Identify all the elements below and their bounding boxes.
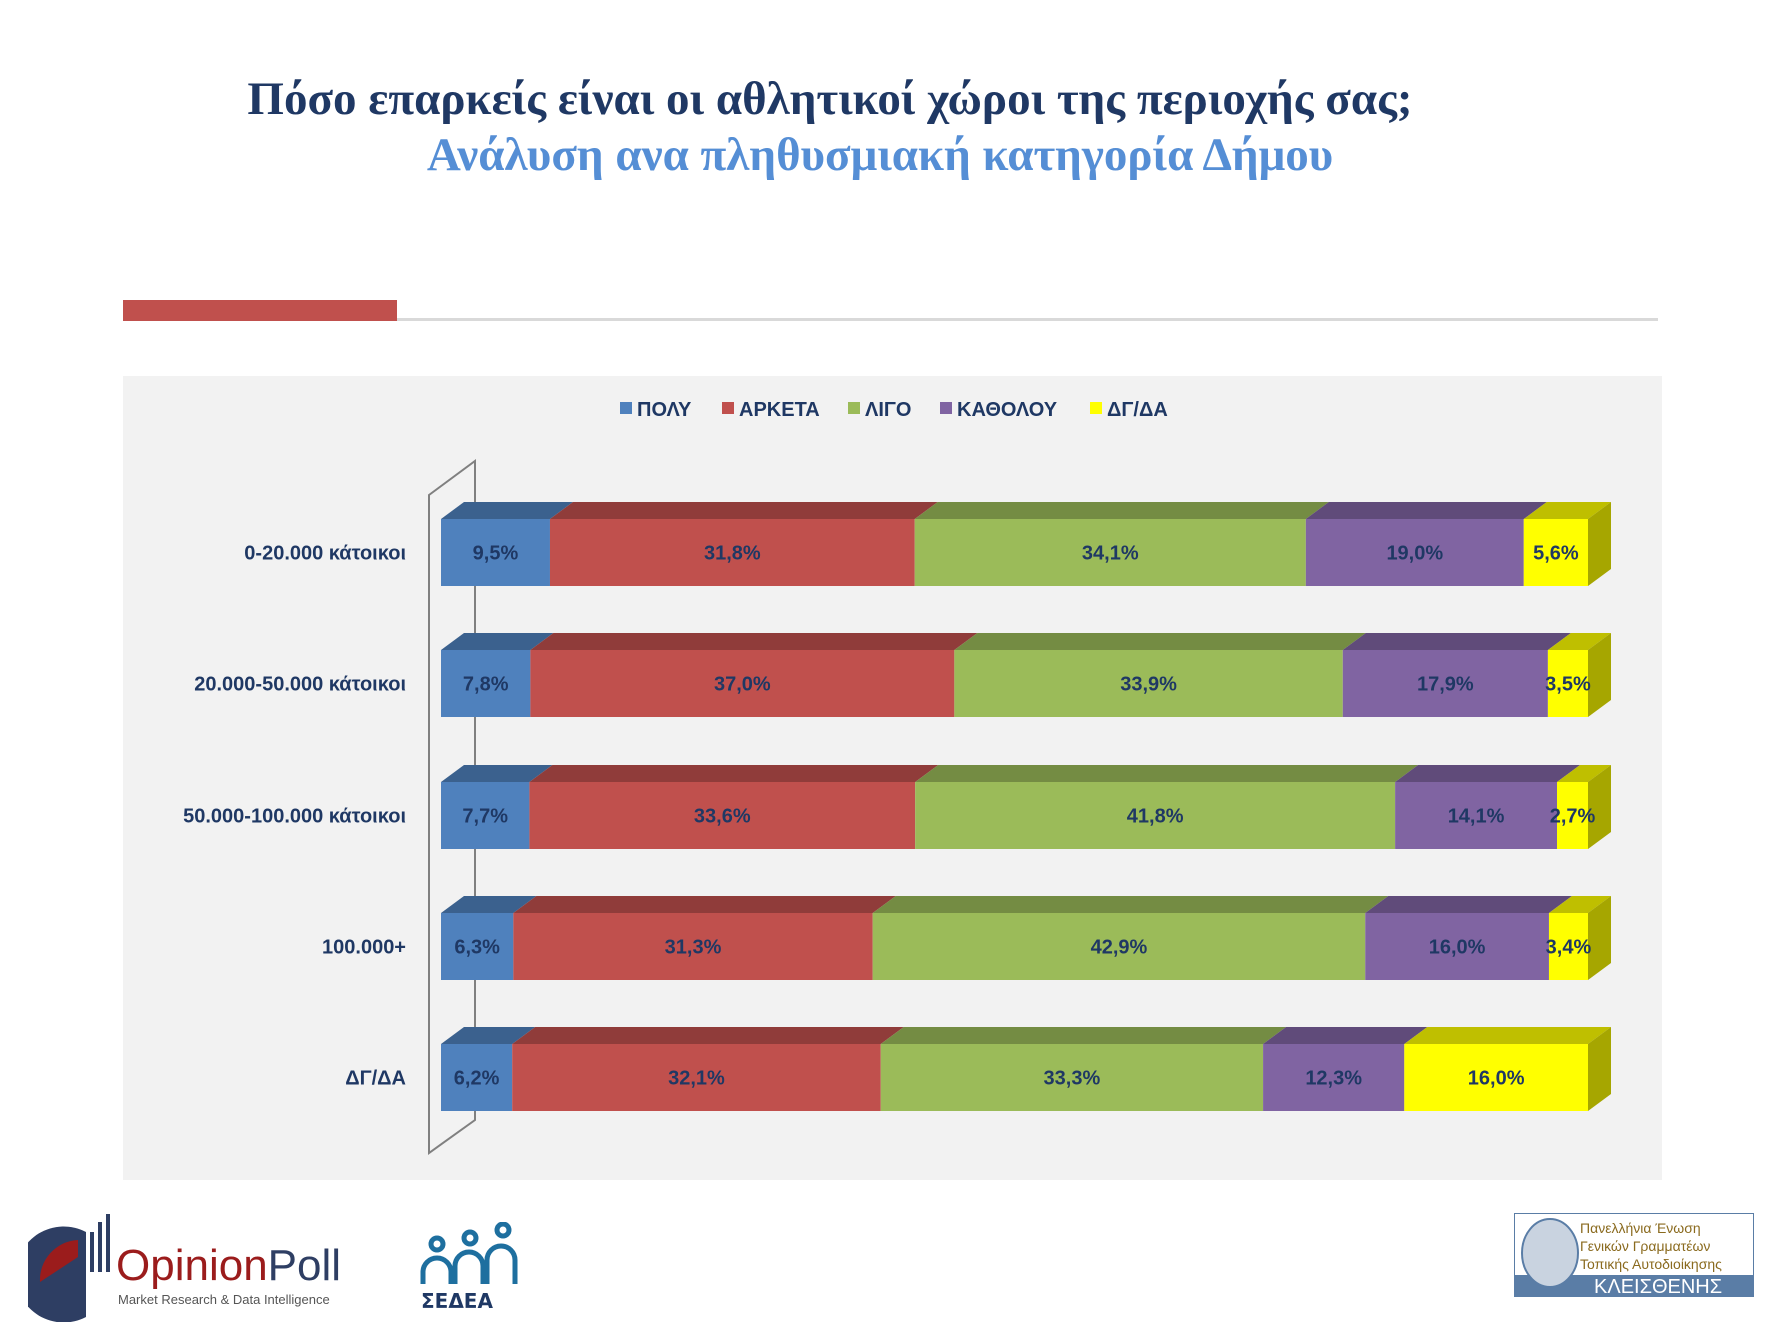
data-label: 34,1% (1082, 543, 1139, 565)
data-label: 16,0% (1468, 1068, 1525, 1090)
bar-segment (513, 896, 896, 980)
data-label: 14,1% (1448, 806, 1505, 828)
svg-text:ΣΕΔΕΑ: ΣΕΔΕΑ (421, 1289, 493, 1312)
svg-text:OpinionPoll: OpinionPoll (116, 1241, 341, 1290)
bar-segment (530, 633, 978, 717)
kleisthenis-logo: Πανελλήνια Ένωση Γενικών Γραμματέων Τοπι… (1514, 1213, 1754, 1297)
bar-segment (529, 765, 939, 849)
data-label: 2,7% (1550, 806, 1596, 828)
svg-text:Γενικών Γραμματέων: Γενικών Γραμματέων (1580, 1238, 1710, 1254)
page-title: Πόσο επαρκείς είναι οι αθλητικοί χώροι τ… (247, 73, 1413, 125)
svg-text:ΚΛΕΙΣΘΕΝΗΣ: ΚΛΕΙΣΘΕΝΗΣ (1594, 1276, 1722, 1297)
data-label: 9,5% (473, 543, 519, 565)
data-label: 17,9% (1417, 674, 1474, 696)
legend-label: ΛΙΓΟ (865, 399, 911, 421)
opinionpoll-logo: OpinionPoll Market Research & Data Intel… (28, 1214, 341, 1322)
opinionpoll-tagline: Market Research & Data Intelligence (118, 1292, 330, 1307)
opinion-text: Opinion (116, 1241, 268, 1290)
bar-segment (872, 896, 1389, 980)
bar-segment (914, 502, 1329, 586)
legend-swatch (848, 402, 860, 414)
bar-segment (1263, 1027, 1428, 1111)
data-label: 16,0% (1429, 937, 1486, 959)
data-label: 42,9% (1091, 937, 1148, 959)
bar-segment (441, 1027, 536, 1111)
bar-segment (1557, 765, 1611, 849)
svg-text:Πανελλήνια Ένωση: Πανελλήνια Ένωση (1580, 1220, 1701, 1236)
bar-segment (1523, 502, 1611, 586)
data-label: 32,1% (668, 1068, 725, 1090)
legend-label: ΑΡΚΕΤΑ (739, 399, 820, 421)
category-axis (428, 459, 476, 1155)
data-label: 6,2% (454, 1068, 500, 1090)
data-label: 37,0% (714, 674, 771, 696)
bar-segment (512, 1027, 904, 1111)
accent-bar (123, 300, 397, 321)
category-label: 20.000-50.000 κάτοικοι (194, 674, 406, 696)
data-label: 31,3% (665, 937, 722, 959)
bar-segment (441, 502, 573, 586)
divider (397, 318, 1658, 321)
bar-segment (1404, 1027, 1611, 1111)
data-label: 19,0% (1386, 543, 1443, 565)
bar-segment (915, 765, 1419, 849)
data-label: 5,6% (1533, 543, 1579, 565)
bar-segment (441, 896, 537, 980)
bar-segment (954, 633, 1366, 717)
category-label: 100.000+ (322, 937, 406, 959)
data-label: 41,8% (1127, 806, 1184, 828)
data-label: 6,3% (454, 937, 500, 959)
bar-segment (549, 502, 938, 586)
category-label: ΔΓ/ΔΑ (345, 1068, 406, 1090)
sedea-logo: ΣΕΔΕΑ (420, 1222, 518, 1312)
data-label: 33,3% (1044, 1068, 1101, 1090)
bar-segment (1365, 896, 1572, 980)
bar-segment (441, 765, 553, 849)
bar-segment (441, 633, 554, 717)
legend-label: ΔΓ/ΔΑ (1107, 399, 1168, 421)
legend-swatch (1090, 402, 1102, 414)
page-subtitle: Ανάλυση ανα πληθυσμιακή κατηγορία Δήμου (426, 129, 1334, 181)
svg-text:Τοπικής Αυτοδιοίκησης: Τοπικής Αυτοδιοίκησης (1580, 1256, 1722, 1272)
data-label: 33,6% (694, 806, 751, 828)
data-label: 31,8% (704, 543, 761, 565)
data-label: 3,5% (1545, 674, 1591, 696)
legend-swatch (940, 402, 952, 414)
bar-segment (880, 1027, 1287, 1111)
legend-label: ΠΟΛΥ (637, 399, 692, 421)
bar-segment (1305, 502, 1547, 586)
data-label: 12,3% (1305, 1068, 1362, 1090)
data-label: 33,9% (1120, 674, 1177, 696)
legend-label: ΚΑΘΟΛΟΥ (957, 399, 1058, 421)
bar-segment (1342, 633, 1571, 717)
category-label: 0-20.000 κάτοικοι (244, 543, 406, 565)
data-label: 3,4% (1546, 937, 1592, 959)
data-label: 7,8% (463, 674, 509, 696)
legend-swatch (620, 402, 632, 414)
bar-segment (1547, 633, 1611, 717)
legend-swatch (722, 402, 734, 414)
bar-segment (1548, 896, 1611, 980)
data-label: 7,7% (462, 806, 508, 828)
category-label: 50.000-100.000 κάτοικοι (183, 806, 406, 828)
bar-segment (1395, 765, 1580, 849)
